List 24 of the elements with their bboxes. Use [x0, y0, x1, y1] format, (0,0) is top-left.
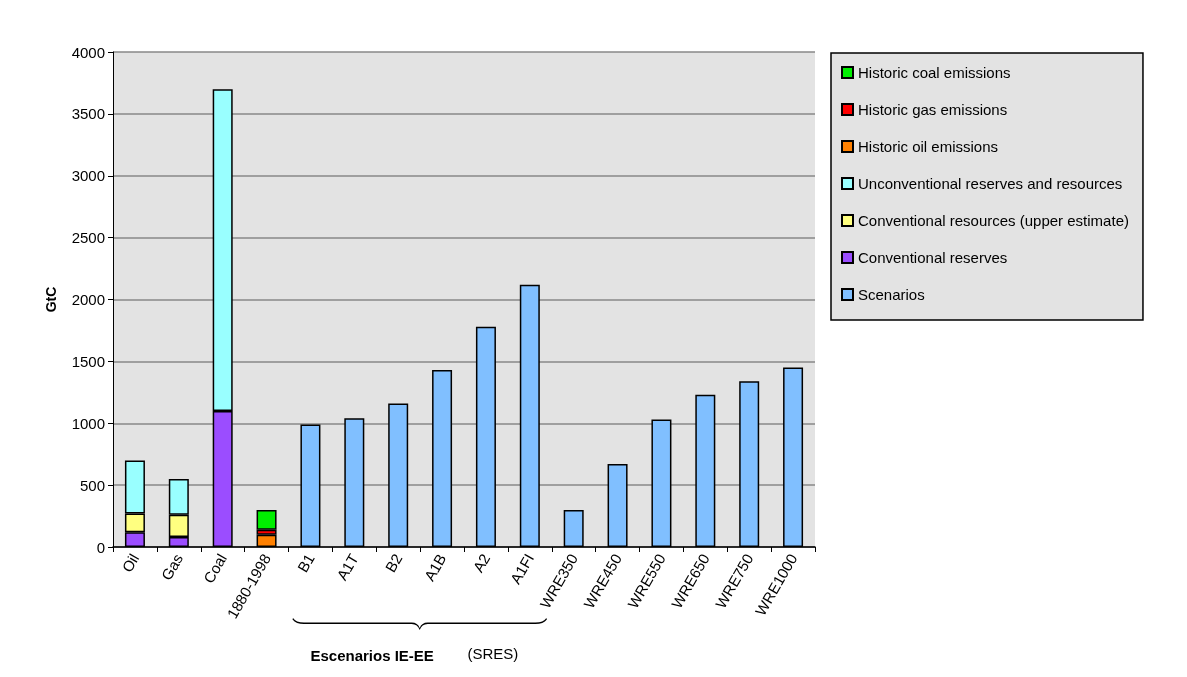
y-tick-label: 3000: [71, 167, 105, 185]
y-tick-label: 3500: [71, 105, 105, 123]
legend-label: Historic gas emissions: [858, 101, 1008, 118]
legend-label: Historic coal emissions: [858, 64, 1011, 81]
legend-label: Unconventional reserves and resources: [858, 175, 1123, 192]
x-tick-label: Oil: [118, 550, 143, 576]
y-tick-label: 500: [79, 476, 105, 494]
y-tick-label: 2000: [71, 291, 105, 308]
x-tick-label: B1: [293, 550, 318, 576]
y-tick-label: 1500: [71, 352, 105, 370]
x-tick-label: Gas: [157, 550, 187, 584]
legend-label: Conventional reserves: [858, 249, 1008, 266]
text: (SRES): [467, 645, 519, 662]
legend-label: Conventional resources (upper estimate): [858, 212, 1129, 229]
y-axis-title: GtC: [43, 286, 59, 313]
text: Escenarios IE-EE: [310, 647, 434, 664]
legend-label: Historic oil emissions: [858, 138, 999, 155]
legend-label: Scenarios: [858, 286, 925, 303]
y-tick-label: 0: [96, 538, 105, 556]
y-tick-label: 2500: [71, 229, 105, 247]
y-tick-label: 1000: [71, 414, 105, 432]
y-tick-label: 4000: [71, 43, 105, 61]
x-tick-label: B2: [381, 550, 406, 576]
x-tick-label: A2: [469, 550, 494, 576]
